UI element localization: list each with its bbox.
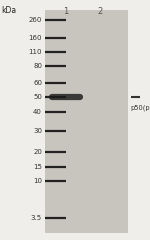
Text: 2: 2 xyxy=(97,7,102,16)
Text: 80: 80 xyxy=(33,63,42,69)
Text: 260: 260 xyxy=(29,17,42,23)
Text: 60: 60 xyxy=(33,80,42,86)
Text: 40: 40 xyxy=(33,109,42,115)
Text: 110: 110 xyxy=(28,48,42,55)
Text: kDa: kDa xyxy=(2,6,17,15)
Text: 20: 20 xyxy=(33,149,42,156)
Text: 10: 10 xyxy=(33,178,42,184)
Text: 1: 1 xyxy=(63,7,68,16)
Text: 30: 30 xyxy=(33,128,42,134)
Text: 50: 50 xyxy=(33,94,42,100)
FancyBboxPatch shape xyxy=(45,10,128,233)
Text: 160: 160 xyxy=(28,36,42,41)
Text: 15: 15 xyxy=(33,164,42,170)
Text: p50(pS337): p50(pS337) xyxy=(130,104,150,111)
Text: 3.5: 3.5 xyxy=(31,216,42,221)
